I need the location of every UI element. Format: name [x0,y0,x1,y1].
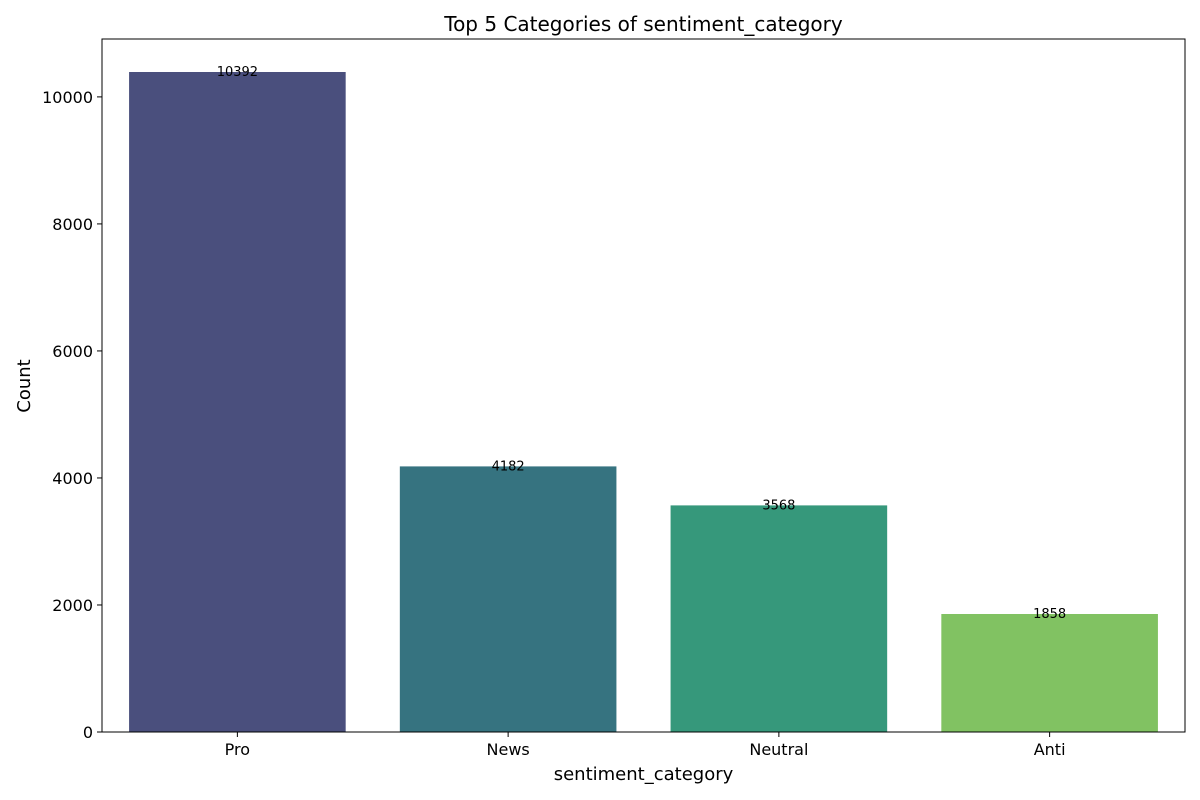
bar-neutral [670,505,888,732]
bar-anti [941,613,1158,732]
y-tick-label: 8000 [52,215,93,234]
data-label-pro: 10392 [217,65,258,80]
y-axis-label: Count [14,359,35,412]
data-labels-group: 10392 4182 3568 1858 [217,65,1066,622]
y-tick-label: 6000 [52,342,93,361]
x-axis: Pro News Neutral Anti [225,732,1066,759]
plot-frame [101,38,1186,733]
bar-news [399,466,617,732]
bar-pro [129,72,346,732]
chart-title: Top 5 Categories of sentiment_category [443,12,843,36]
data-label-anti: 1858 [1033,607,1066,622]
bars-group [129,72,1158,732]
y-tick-label: 2000 [52,596,93,615]
x-tick-label: Pro [225,740,250,759]
y-tick-label: 4000 [52,469,93,488]
x-tick-label: Neutral [749,740,808,759]
x-axis-label: sentiment_category [554,764,734,785]
y-tick-label: 10000 [42,88,93,107]
x-tick-label: Anti [1034,740,1066,759]
y-tick-label: 0 [83,723,93,742]
x-tick-label: News [487,740,530,759]
data-label-news: 4182 [492,459,525,474]
y-axis: 0 2000 4000 6000 8000 10000 [42,88,102,742]
data-label-neutral: 3568 [762,498,795,513]
